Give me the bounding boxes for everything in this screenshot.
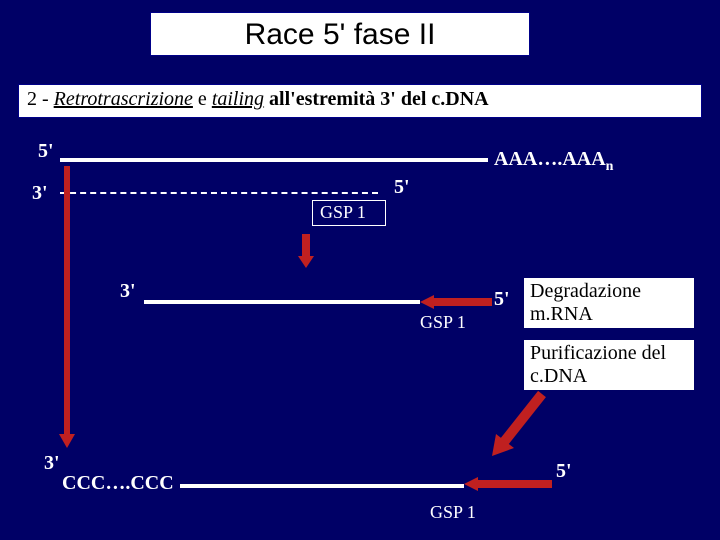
step-prefix: 2 -	[27, 88, 54, 110]
note2-text: Purificazione del c.DNA	[530, 342, 666, 387]
aaa-text: AAA….AAA	[494, 148, 606, 170]
step-box: 2 - Retrotrascrizione e tailing all'estr…	[18, 84, 702, 118]
arrow-left-b	[420, 295, 492, 309]
arrow-left-c	[464, 477, 552, 491]
cdna-dashed-line	[60, 192, 378, 194]
label-3-left: 3'	[32, 182, 48, 205]
label-ccc: CCC….CCC	[62, 472, 174, 495]
note-degradazione: Degradazione m.RNA	[524, 278, 694, 328]
arrow-down-long	[58, 166, 76, 450]
label-5-under-aaa: 5'	[394, 176, 410, 199]
step-term2: tailing	[212, 88, 264, 110]
title-box: Race 5' fase II	[150, 12, 530, 56]
mrna-line	[60, 158, 488, 162]
cdna-line-bottom	[180, 484, 464, 488]
step-rest: all'estremità 3' del c.DNA	[264, 88, 489, 110]
label-5-mid-right: 5'	[494, 288, 510, 311]
note1-text: Degradazione m.RNA	[530, 280, 641, 325]
note-purificazione: Purificazione del c.DNA	[524, 340, 694, 390]
label-3-bottom: 3'	[44, 452, 60, 475]
label-gsp1-c: GSP 1	[430, 502, 476, 523]
label-aaa: AAA….AAAn	[494, 148, 613, 175]
step-term1: Retrotrascrizione	[54, 88, 193, 110]
label-gsp1-a: GSP 1	[320, 202, 366, 223]
label-5-bottom-right: 5'	[556, 460, 572, 483]
label-3-mid: 3'	[120, 280, 136, 303]
arrow-diagonal	[488, 390, 548, 460]
label-5-top-left: 5'	[38, 140, 54, 163]
step-mid: e	[193, 88, 212, 110]
aaa-sub: n	[606, 159, 614, 174]
label-gsp1-b: GSP 1	[420, 312, 466, 333]
cdna-line-mid	[144, 300, 420, 304]
arrow-down-small	[296, 234, 316, 270]
title-text: Race 5' fase II	[245, 18, 436, 51]
